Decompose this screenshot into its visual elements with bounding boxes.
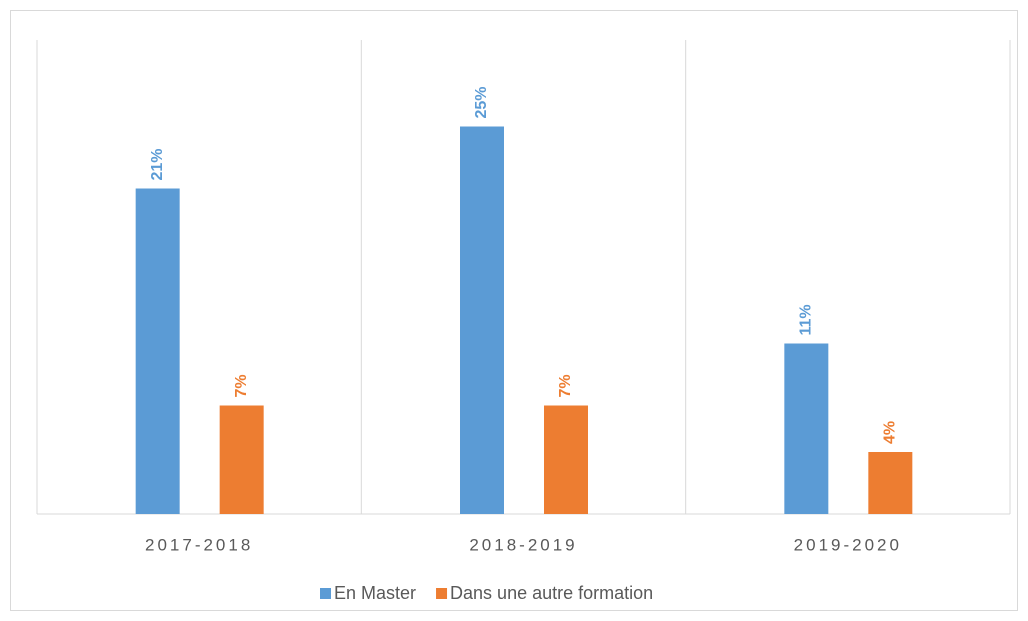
bar	[544, 405, 588, 514]
bar	[868, 452, 913, 514]
x-tick-label: 2019-2020	[794, 535, 902, 554]
data-label: 7%	[233, 374, 250, 397]
legend-swatch	[320, 588, 331, 599]
x-tick-label: 2018-2019	[469, 535, 577, 554]
x-tick-label: 2017-2018	[145, 535, 253, 554]
data-label: 4%	[882, 421, 899, 444]
legend-label: En Master	[334, 583, 416, 603]
data-label: 21%	[149, 148, 166, 180]
data-label: 7%	[557, 374, 574, 397]
data-label: 11%	[798, 304, 815, 335]
bar	[784, 343, 829, 514]
bar	[460, 126, 504, 514]
bar	[219, 405, 264, 514]
data-label: 25%	[473, 86, 490, 118]
legend-swatch	[436, 588, 448, 599]
legend-label: Dans une autre formation	[450, 583, 653, 603]
bar	[135, 188, 180, 514]
